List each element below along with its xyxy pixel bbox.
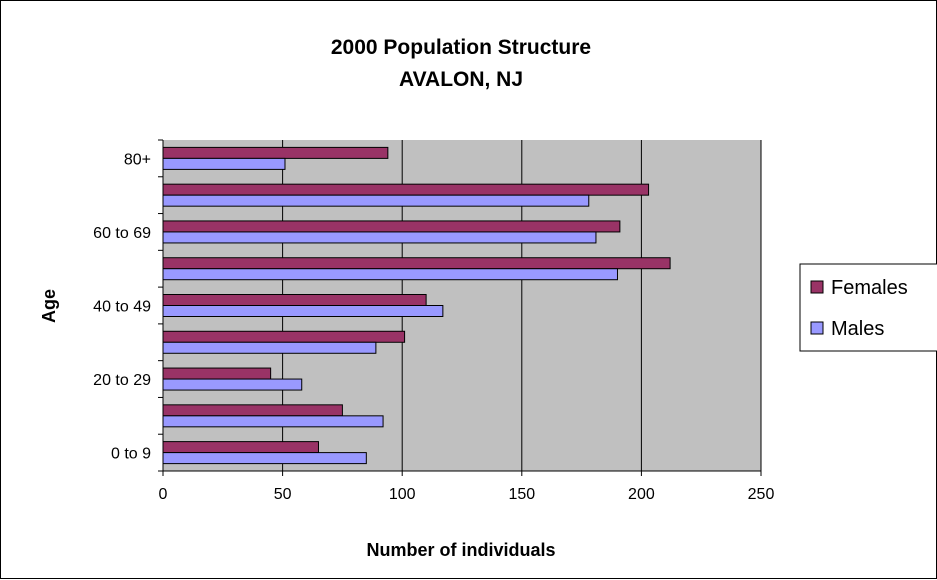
- x-tick-label-5: 250: [748, 486, 775, 503]
- y-tick-label-2: 20 to 29: [93, 372, 151, 389]
- legend-swatch-females: [810, 280, 824, 294]
- legend-label-females: Females: [831, 277, 908, 299]
- x-tick-label-4: 200: [628, 486, 655, 503]
- x-tick-label-3: 150: [508, 486, 535, 503]
- bar-males-5: [162, 268, 618, 281]
- y-tick-label-4: 40 to 49: [93, 299, 151, 316]
- y-tick-label-0: 0 to 9: [111, 446, 151, 463]
- bar-males-7: [162, 194, 590, 207]
- y-tick-label-6: 60 to 69: [93, 225, 151, 242]
- bar-females-8: [162, 146, 389, 159]
- chart-title: 2000 Population Structure: [331, 36, 591, 59]
- bar-females-4: [162, 294, 427, 306]
- legend-swatch-males: [810, 321, 824, 335]
- x-axis-title: Number of individuals: [366, 540, 555, 560]
- bar-males-3: [162, 341, 377, 354]
- bar-females-0: [162, 441, 319, 454]
- bar-females-7: [162, 183, 650, 196]
- bar-males-0: [162, 452, 367, 465]
- legend: Females Males: [799, 263, 937, 352]
- y-tick-label-8: 80+: [124, 151, 151, 168]
- x-tick-label-2: 100: [389, 486, 416, 503]
- x-tick-label-1: 50: [274, 486, 292, 503]
- bar-females-1: [162, 404, 343, 417]
- legend-box: [799, 263, 937, 352]
- bar-females-5: [162, 257, 671, 270]
- y-axis-title: Age: [39, 289, 59, 323]
- chart-subtitle: AVALON, NJ: [399, 68, 523, 91]
- bar-males-2: [162, 378, 303, 391]
- bar-males-6: [162, 231, 597, 244]
- bar-females-2: [162, 367, 272, 380]
- bar-females-6: [162, 220, 621, 233]
- legend-label-males: Males: [831, 318, 884, 340]
- bar-females-3: [162, 330, 406, 343]
- bar-males-4: [162, 305, 444, 317]
- bar-males-1: [162, 415, 384, 428]
- bar-males-8: [162, 157, 286, 170]
- x-tick-label-0: 0: [159, 486, 168, 503]
